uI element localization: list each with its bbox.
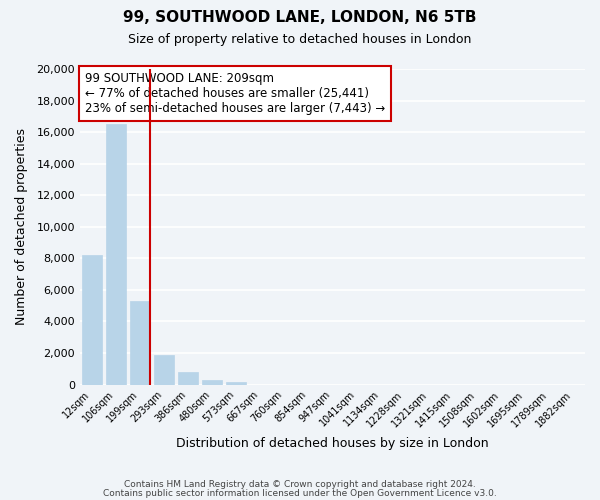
Bar — [130, 301, 150, 384]
Y-axis label: Number of detached properties: Number of detached properties — [15, 128, 28, 326]
Text: Contains HM Land Registry data © Crown copyright and database right 2024.: Contains HM Land Registry data © Crown c… — [124, 480, 476, 489]
Bar — [178, 372, 198, 384]
Bar — [226, 382, 247, 384]
Text: 99, SOUTHWOOD LANE, LONDON, N6 5TB: 99, SOUTHWOOD LANE, LONDON, N6 5TB — [123, 10, 477, 25]
X-axis label: Distribution of detached houses by size in London: Distribution of detached houses by size … — [176, 437, 489, 450]
Bar — [202, 380, 223, 384]
Bar — [154, 356, 174, 384]
Bar — [82, 255, 102, 384]
Bar — [106, 124, 126, 384]
Text: Contains public sector information licensed under the Open Government Licence v3: Contains public sector information licen… — [103, 489, 497, 498]
Text: Size of property relative to detached houses in London: Size of property relative to detached ho… — [128, 32, 472, 46]
Text: 99 SOUTHWOOD LANE: 209sqm
← 77% of detached houses are smaller (25,441)
23% of s: 99 SOUTHWOOD LANE: 209sqm ← 77% of detac… — [85, 72, 385, 115]
